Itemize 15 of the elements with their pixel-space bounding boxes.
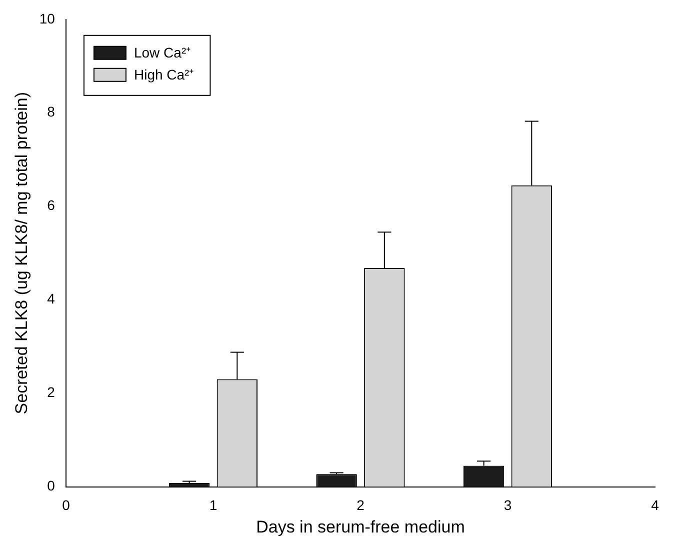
x-axis-title: Days in serum-free medium bbox=[256, 517, 465, 536]
y-tick-label: 10 bbox=[39, 10, 56, 26]
x-tick-label: 1 bbox=[209, 497, 218, 514]
x-tick-label: 2 bbox=[356, 497, 365, 514]
x-tick-label: 4 bbox=[651, 497, 660, 514]
legend-label: High Ca²⁺ bbox=[134, 66, 194, 82]
y-tick-label: 0 bbox=[47, 478, 56, 494]
y-axis-title: Secreted KLK8 (ug KLK8/ mg total protein) bbox=[12, 92, 31, 414]
y-tick-label: 8 bbox=[47, 104, 56, 120]
y-tick-label: 6 bbox=[47, 197, 56, 214]
x-tick-label: 0 bbox=[62, 497, 70, 514]
x-tick-label: 3 bbox=[504, 497, 512, 514]
legend-label: Low Ca²⁺ bbox=[134, 44, 192, 60]
y-tick-label: 2 bbox=[47, 384, 56, 400]
y-tick-label: 4 bbox=[47, 290, 56, 307]
